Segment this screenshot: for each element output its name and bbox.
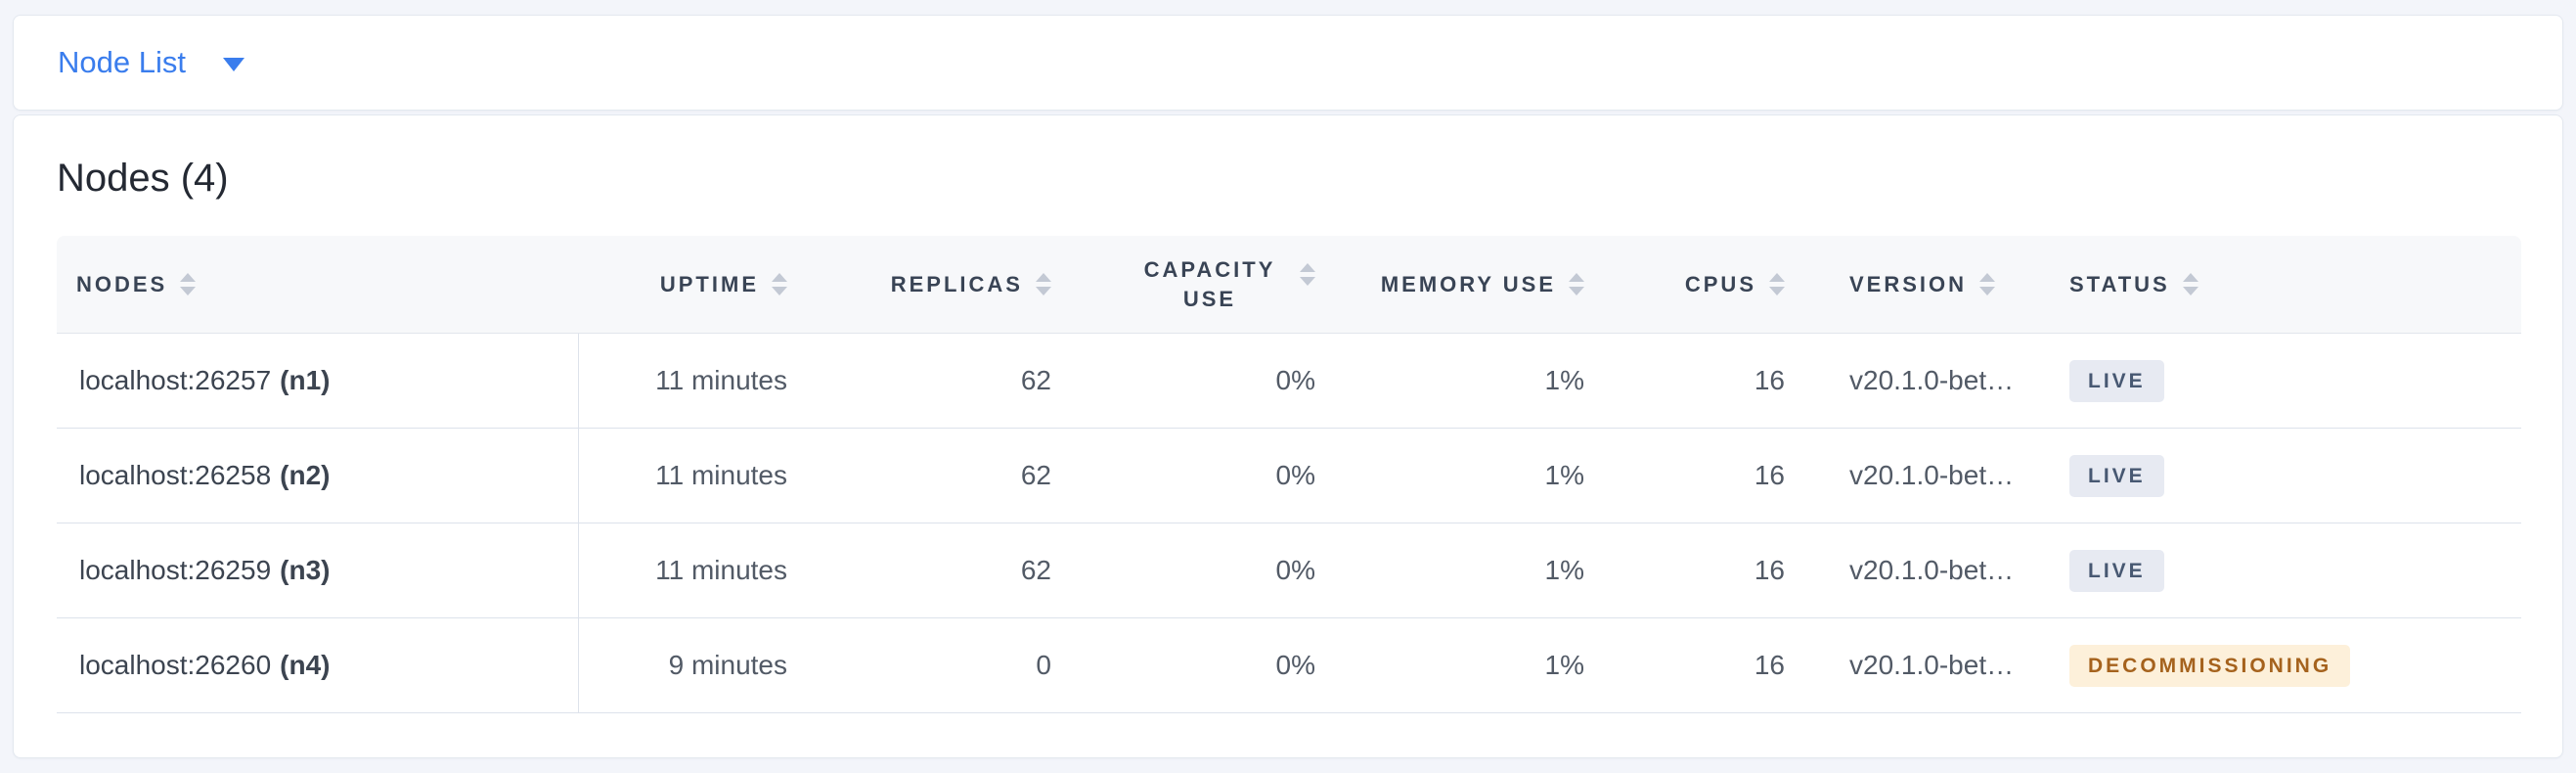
uptime-cell: 11 minutes xyxy=(579,334,813,429)
column-header-status[interactable]: Status xyxy=(2050,236,2521,334)
node-address: localhost:26260 xyxy=(79,650,272,680)
table-row-n3[interactable]: localhost:26259 (n3) 11 minutes 62 0% 1% … xyxy=(57,523,2521,618)
view-dropdown-label: Node List xyxy=(58,45,186,79)
replicas-cell: 62 xyxy=(813,334,1077,429)
node-id: (n3) xyxy=(280,555,331,585)
replicas-cell: 0 xyxy=(813,618,1077,713)
node-id: (n2) xyxy=(280,460,331,490)
column-header-replicas[interactable]: Replicas xyxy=(813,236,1077,334)
view-selector-bar: Node List xyxy=(13,15,2563,111)
node-address: localhost:26258 xyxy=(79,460,272,490)
column-header-uptime[interactable]: Uptime xyxy=(579,236,813,334)
column-header-cpus[interactable]: CPUs xyxy=(1610,236,1810,334)
replicas-cell: 62 xyxy=(813,429,1077,523)
version-cell: v20.1.0-bet… xyxy=(1810,334,2050,429)
column-header-capacity-use[interactable]: Capacity Use xyxy=(1077,236,1341,334)
sort-icon xyxy=(1569,273,1584,296)
column-header-version[interactable]: Version xyxy=(1810,236,2050,334)
nodes-panel: Nodes (4) Nodes Uptime xyxy=(13,114,2563,758)
column-header-memory-use[interactable]: Memory Use xyxy=(1341,236,1610,334)
view-dropdown[interactable]: Node List xyxy=(58,45,244,80)
node-list-table: Nodes Uptime Replicas xyxy=(57,236,2521,713)
uptime-cell: 9 minutes xyxy=(579,618,813,713)
version-cell: v20.1.0-bet… xyxy=(1810,523,2050,618)
node-id: (n1) xyxy=(280,365,331,395)
memory-use-cell: 1% xyxy=(1341,523,1610,618)
node-address: localhost:26259 xyxy=(79,555,272,585)
replicas-cell: 62 xyxy=(813,523,1077,618)
capacity-use-cell: 0% xyxy=(1077,523,1341,618)
sort-icon xyxy=(1979,273,1996,296)
capacity-use-cell: 0% xyxy=(1077,618,1341,713)
chevron-down-icon xyxy=(222,57,244,71)
cpus-cell: 16 xyxy=(1610,618,1810,713)
version-cell: v20.1.0-bet… xyxy=(1810,618,2050,713)
column-header-nodes[interactable]: Nodes xyxy=(57,236,579,334)
memory-use-cell: 1% xyxy=(1341,429,1610,523)
table-header-row: Nodes Uptime Replicas xyxy=(57,236,2521,334)
memory-use-cell: 1% xyxy=(1341,618,1610,713)
status-badge: LIVE xyxy=(2069,454,2164,497)
sort-icon xyxy=(1300,262,1315,286)
sort-icon xyxy=(180,273,197,296)
sort-icon xyxy=(1036,273,1051,296)
sort-icon xyxy=(772,273,787,296)
cpus-cell: 16 xyxy=(1610,523,1810,618)
sort-icon xyxy=(1769,273,1785,296)
cpus-cell: 16 xyxy=(1610,334,1810,429)
sort-icon xyxy=(2182,273,2198,296)
table-row-n2[interactable]: localhost:26258 (n2) 11 minutes 62 0% 1% … xyxy=(57,429,2521,523)
status-badge: DECOMMISSIONING xyxy=(2069,644,2351,687)
status-badge: LIVE xyxy=(2069,359,2164,402)
panel-title: Nodes (4) xyxy=(57,157,229,200)
node-address: localhost:26257 xyxy=(79,365,272,395)
table-row-n1[interactable]: localhost:26257 (n1) 11 minutes 62 0% 1% … xyxy=(57,334,2521,429)
table-row-n4[interactable]: localhost:26260 (n4) 9 minutes 0 0% 1% 16… xyxy=(57,618,2521,713)
node-id: (n4) xyxy=(280,650,331,680)
capacity-use-cell: 0% xyxy=(1077,334,1341,429)
memory-use-cell: 1% xyxy=(1341,334,1610,429)
version-cell: v20.1.0-bet… xyxy=(1810,429,2050,523)
status-badge: LIVE xyxy=(2069,549,2164,592)
uptime-cell: 11 minutes xyxy=(579,429,813,523)
uptime-cell: 11 minutes xyxy=(579,523,813,618)
cpus-cell: 16 xyxy=(1610,429,1810,523)
capacity-use-cell: 0% xyxy=(1077,429,1341,523)
